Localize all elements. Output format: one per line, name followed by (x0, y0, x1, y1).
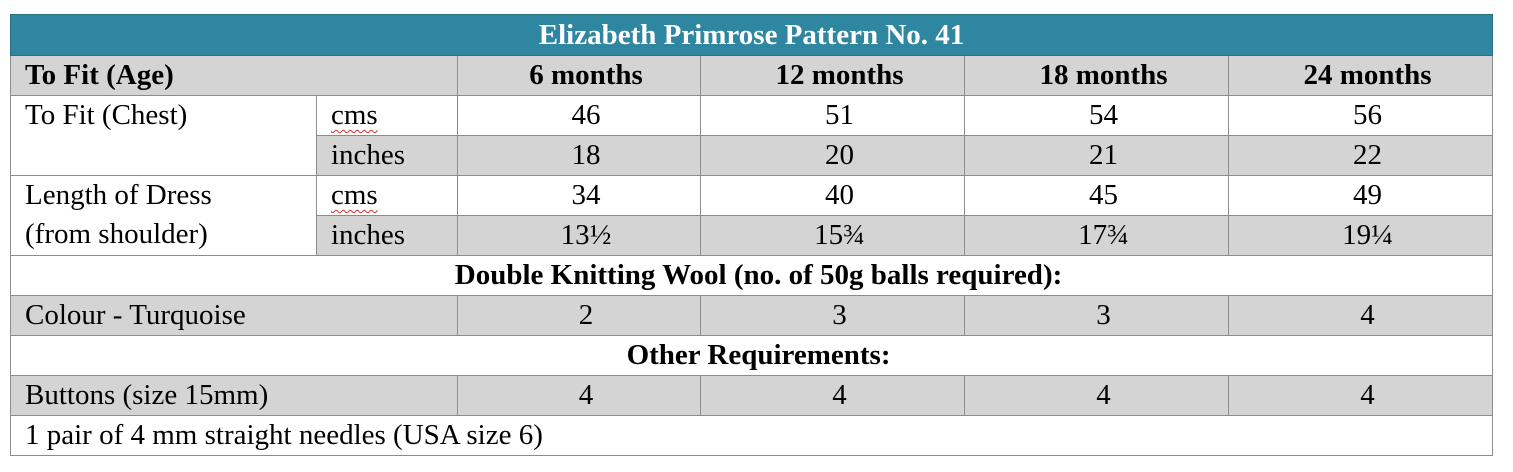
wool-colour-row: Colour - Turquoise 2 3 3 4 (10, 295, 1494, 336)
pattern-requirements-table: Elizabeth Primrose Pattern No. 41 To Fit… (9, 14, 1494, 456)
other-heading: Other Requirements: (9, 335, 1494, 376)
wool-balls-value: 4 (1227, 295, 1494, 336)
length-cms-value: 40 (700, 175, 965, 216)
needles-row: 1 pair of 4 mm straight needles (USA siz… (9, 415, 1494, 456)
wool-heading-row: Double Knitting Wool (no. of 50g balls r… (9, 255, 1494, 296)
chest-cms-value: 46 (457, 95, 701, 136)
length-label-line1: Length of Dress (25, 179, 212, 211)
title-row: Elizabeth Primrose Pattern No. 41 (9, 14, 1494, 56)
buttons-value: 4 (1227, 375, 1494, 416)
length-cms-value: 45 (964, 175, 1229, 216)
length-inches-value: 13½ (457, 215, 701, 256)
length-inches-value: 15¾ (700, 215, 965, 256)
length-cms-row: Length of Dress (from shoulder) cms 34 4… (10, 175, 1494, 256)
unit-label: cms (316, 95, 458, 136)
unit-text: cms (331, 99, 378, 131)
length-inches-value: 17¾ (964, 215, 1229, 256)
length-inches-value: 19¼ (1227, 215, 1494, 256)
other-heading-row: Other Requirements: (9, 335, 1494, 376)
chest-inches-value: 20 (700, 135, 965, 176)
chest-cms-value: 54 (964, 95, 1229, 136)
length-inches-row: inches 13½ 15¾ 17¾ 19¼ (11, 215, 1494, 256)
needles-text: 1 pair of 4 mm straight needles (USA siz… (9, 415, 1494, 456)
size-header: 24 months (1227, 55, 1494, 96)
chest-cms-value: 51 (700, 95, 965, 136)
chest-label: To Fit (Chest) (10, 95, 317, 176)
wool-balls-value: 3 (700, 295, 965, 336)
wool-balls-value: 3 (964, 295, 1229, 336)
size-header: 6 months (457, 55, 701, 96)
length-label-line2: (from shoulder) (25, 218, 208, 250)
chest-inches-row: inches 18 20 21 22 (11, 135, 1494, 176)
wool-balls-value: 2 (457, 295, 701, 336)
buttons-value: 4 (700, 375, 965, 416)
unit-label: inches (316, 135, 458, 176)
unit-text: cms (331, 179, 378, 211)
buttons-row: Buttons (size 15mm) 4 4 4 4 (10, 375, 1494, 416)
buttons-label: Buttons (size 15mm) (10, 375, 458, 416)
chest-cms-value: 56 (1227, 95, 1494, 136)
chest-inches-value: 21 (964, 135, 1229, 176)
buttons-value: 4 (964, 375, 1229, 416)
size-header: 18 months (964, 55, 1229, 96)
length-cms-value: 49 (1227, 175, 1494, 216)
length-label: Length of Dress (from shoulder) (10, 175, 317, 256)
size-header: 12 months (700, 55, 965, 96)
buttons-value: 4 (457, 375, 701, 416)
pattern-title: Elizabeth Primrose Pattern No. 41 (9, 14, 1494, 56)
age-header-row: To Fit (Age) 6 months 12 months 18 month… (10, 55, 1494, 96)
unit-label: cms (316, 175, 458, 216)
unit-label: inches (316, 215, 458, 256)
chest-inches-value: 18 (457, 135, 701, 176)
chest-inches-value: 22 (1227, 135, 1494, 176)
chest-cms-row: To Fit (Chest) cms 46 51 54 56 (10, 95, 1494, 176)
length-cms-value: 34 (457, 175, 701, 216)
wool-heading: Double Knitting Wool (no. of 50g balls r… (9, 255, 1494, 296)
wool-colour-label: Colour - Turquoise (10, 295, 458, 336)
age-header-label: To Fit (Age) (10, 55, 458, 96)
